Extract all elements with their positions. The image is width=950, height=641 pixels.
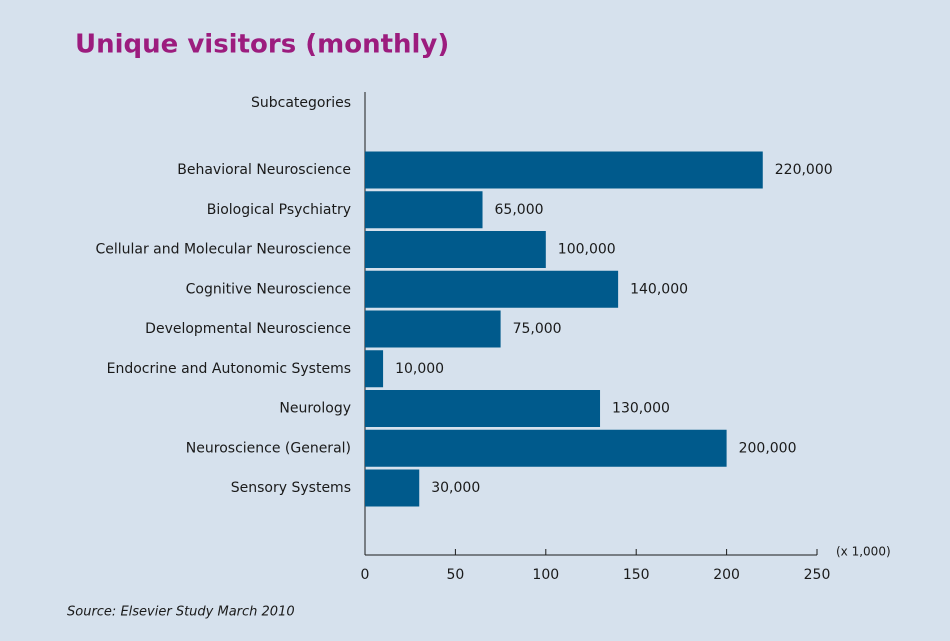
bar <box>365 469 420 507</box>
y-tick-label: Behavioral Neuroscience <box>177 162 351 178</box>
bar <box>365 231 546 268</box>
bar <box>365 270 619 308</box>
data-label: 130,000 <box>612 401 670 417</box>
x-tick-label: 50 <box>446 567 464 583</box>
y-axis-label: Subcategories <box>251 95 351 111</box>
data-label: 140,000 <box>630 281 688 297</box>
y-tick-label: Developmental Neuroscience <box>145 321 351 337</box>
data-label: 100,000 <box>558 242 616 258</box>
y-tick-label: Neurology <box>279 401 351 417</box>
x-tick-label: 0 <box>361 567 370 583</box>
x-tick-label: 200 <box>713 567 740 583</box>
x-tick-label: 250 <box>804 567 831 583</box>
y-tick-label: Neuroscience (General) <box>186 440 351 456</box>
bar <box>365 429 727 467</box>
bar <box>365 350 384 388</box>
data-label: 10,000 <box>395 361 444 377</box>
y-tick-label: Cellular and Molecular Neuroscience <box>95 242 351 258</box>
x-tick-label: 150 <box>623 567 650 583</box>
x-axis-unit: (x 1,000) <box>836 545 891 559</box>
y-tick-label: Endocrine and Autonomic Systems <box>107 361 351 377</box>
bar <box>365 151 763 189</box>
source: Source: Elsevier Study March 2010 <box>67 605 295 620</box>
y-tick-label: Cognitive Neuroscience <box>186 281 351 297</box>
bar <box>365 310 501 348</box>
bar <box>365 191 483 229</box>
x-tick-label: 100 <box>532 567 559 583</box>
data-label: 200,000 <box>739 440 797 456</box>
chart-title: Unique visitors (monthly) <box>75 30 449 60</box>
y-tick-label: Sensory Systems <box>231 480 351 496</box>
bar <box>365 390 601 427</box>
y-tick-label: Biological Psychiatry <box>207 202 351 218</box>
data-label: 65,000 <box>495 202 544 218</box>
data-label: 30,000 <box>431 480 480 496</box>
data-label: 75,000 <box>513 321 562 337</box>
data-label: 220,000 <box>775 162 833 178</box>
